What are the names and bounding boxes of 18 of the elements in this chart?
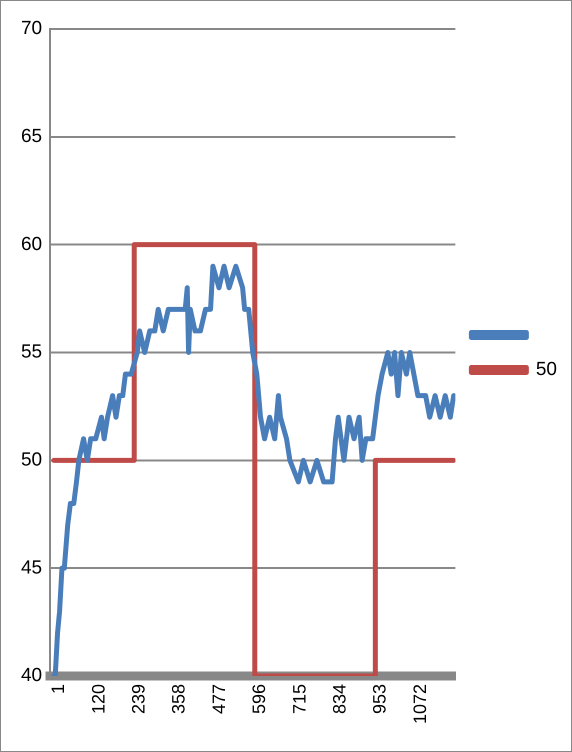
x-tick-label: 596 <box>249 684 270 714</box>
x-tick-label: 834 <box>329 684 350 714</box>
x-tick-label: 1 <box>48 684 68 694</box>
y-tick-label: 45 <box>20 557 42 578</box>
x-tick-label: 477 <box>208 684 229 714</box>
x-tick-label: 1072 <box>410 684 430 724</box>
y-tick-label: 60 <box>20 234 42 255</box>
x-tick-label: 239 <box>128 684 149 714</box>
x-tick-label: 715 <box>289 684 310 714</box>
y-tick-label: 65 <box>20 126 42 148</box>
y-tick-label: 55 <box>20 342 42 363</box>
x-tick-label: 120 <box>88 684 108 714</box>
y-tick-label: 50 <box>20 450 42 471</box>
legend-label: 50 <box>536 359 558 380</box>
x-tick-label: 358 <box>168 684 189 714</box>
y-tick-label: 40 <box>20 665 42 686</box>
x-tick-label: 953 <box>370 684 390 714</box>
y-tick-label: 70 <box>20 18 42 40</box>
